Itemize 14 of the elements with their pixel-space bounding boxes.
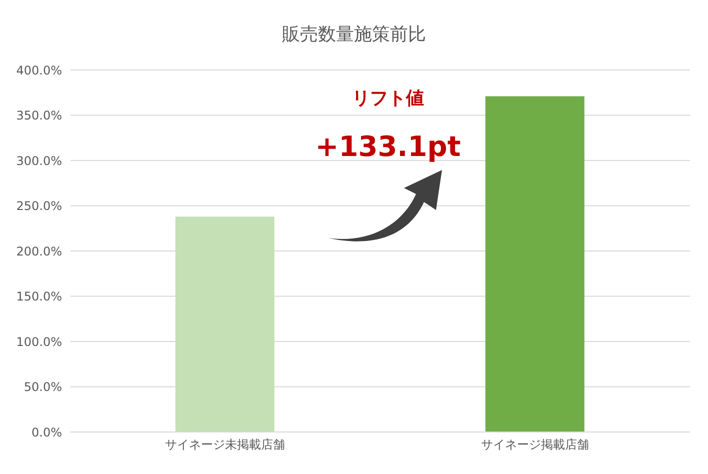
y-tick-label: 50.0% [24,380,62,394]
y-tick-label: 0.0% [32,425,62,440]
y-tick-label: 150.0% [16,290,62,304]
y-tick-label: 400.0% [16,63,62,78]
y-tick-label: 250.0% [16,199,62,214]
annotation: +133.1pt [314,130,462,163]
x-tick-label: サイネージ掲載店舗 [481,438,589,452]
y-tick-label: 100.0% [16,334,62,349]
chart-title: 販売数量施策前比 [281,23,427,47]
annotation: リフト値 [351,87,425,110]
y-tick-label: 350.0% [16,108,62,123]
x-tick-label: サイネージ未掲載店舗 [165,438,285,452]
y-tick-label: 300.0% [16,154,62,168]
y-tick-label: 200.0% [16,244,62,258]
